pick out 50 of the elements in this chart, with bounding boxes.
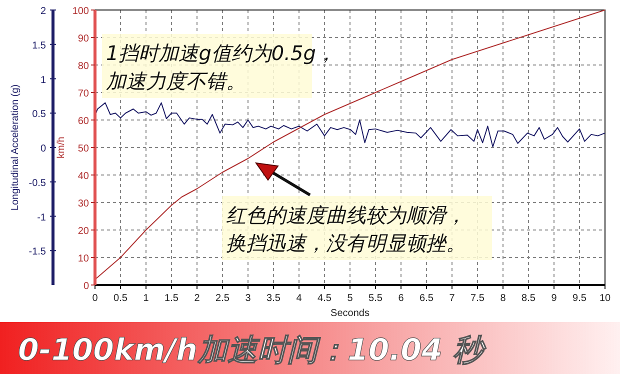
x-tick-label: 8 (500, 293, 506, 304)
x-tick-label: 9.5 (572, 293, 587, 304)
y-tick-label: 0.5 (32, 109, 46, 120)
x-tick-label: 10 (599, 293, 611, 304)
x-tick-label: 6 (398, 293, 404, 304)
x-tick-label: 4 (296, 293, 302, 304)
x-tick-label: 4.5 (318, 293, 332, 304)
y2-tick-label: 60 (78, 116, 90, 127)
x-tick-label: 1.5 (164, 293, 179, 304)
text: 0-100km/h加速时间：10.04 秒 (18, 333, 487, 368)
y-tick-label: -1 (37, 212, 46, 224)
y2-tick-label: 0 (83, 281, 90, 292)
x-tick-label: 5 (347, 293, 354, 304)
x-axis-title: Seconds (330, 308, 370, 319)
y-tick-label: 1.5 (32, 40, 46, 52)
x-tick-label: 5.5 (368, 293, 383, 304)
y-axis-title: Longitudinal Acceleration (g) (10, 84, 21, 211)
y2-tick-label: 20 (78, 226, 90, 237)
x-tick-label: 8.5 (522, 293, 536, 304)
x-tick-label: 3.5 (266, 293, 281, 304)
x-tick-label: 3 (245, 293, 252, 304)
y2-tick-label: 30 (78, 198, 90, 210)
y2-tick-label: 90 (78, 34, 90, 44)
line-series (94, 102, 606, 148)
y2-tick-label: 80 (78, 61, 90, 72)
y2-tick-label: 50 (78, 144, 90, 154)
y-tick-label: 0 (40, 144, 46, 154)
x-tick-label: 1 (143, 293, 150, 304)
annotation: 红色的速度曲线较为顺滑， (226, 203, 466, 227)
x-tick-label: 7 (449, 293, 456, 304)
y-tick-label: 2 (40, 6, 46, 17)
annotation: 1挡时加速g值约为0.5g， (106, 41, 336, 65)
annotation: 加速力度不错。 (106, 69, 246, 93)
x-tick-label: 2 (194, 293, 200, 304)
y2-tick-label: 100 (72, 6, 90, 17)
x-tick-label: 7.5 (470, 293, 485, 304)
y-tick-label: 1 (40, 74, 46, 86)
y-tick-label: -1.5 (28, 246, 46, 258)
x-tick-label: 6.5 (420, 293, 434, 304)
y2-tick-label: 40 (78, 171, 90, 182)
y-tick-label: -0.5 (28, 178, 46, 189)
annotation: 换挡迅速，没有明显顿挫。 (226, 231, 466, 255)
x-tick-label: 0 (92, 293, 98, 304)
line-series (94, 10, 606, 280)
x-tick-label: 0.5 (114, 293, 128, 304)
y2-axis-title: km/h (56, 136, 67, 158)
x-tick-label: 2.5 (216, 293, 230, 304)
y2-tick-label: 10 (78, 254, 90, 264)
x-tick-label: 9 (551, 293, 558, 304)
y2-tick-label: 70 (78, 88, 90, 100)
